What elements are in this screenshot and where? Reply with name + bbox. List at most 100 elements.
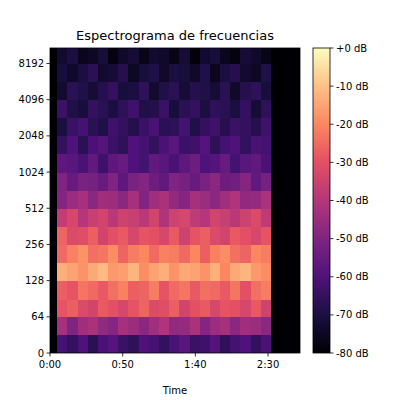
cell	[240, 100, 251, 119]
cell	[67, 136, 78, 155]
y-tick-label: 1024	[19, 167, 44, 178]
cell	[57, 82, 68, 101]
cell	[220, 190, 231, 209]
cell	[271, 263, 300, 282]
cell	[98, 244, 109, 263]
cell	[251, 335, 262, 353]
cell	[108, 335, 119, 353]
cell	[78, 281, 89, 300]
cell	[128, 208, 139, 227]
cell	[67, 154, 78, 173]
cell	[78, 263, 89, 282]
cell	[98, 335, 109, 353]
cell	[240, 136, 251, 155]
cell	[220, 335, 231, 353]
cell	[118, 100, 129, 119]
cell	[108, 190, 119, 209]
cell	[230, 226, 241, 245]
cell	[50, 263, 58, 282]
cell	[67, 208, 78, 227]
cell	[67, 172, 78, 191]
cell	[190, 317, 201, 336]
cell	[271, 136, 300, 155]
cell	[78, 118, 89, 137]
cell	[271, 100, 300, 119]
cell	[67, 317, 78, 336]
cell	[200, 299, 211, 317]
cell	[251, 208, 262, 227]
cell	[220, 226, 231, 245]
cell	[271, 317, 300, 336]
cell	[88, 317, 99, 336]
cell	[240, 335, 251, 353]
cell	[169, 226, 180, 245]
cell	[128, 100, 139, 119]
cell	[139, 136, 150, 155]
cell	[78, 154, 89, 173]
cell	[159, 226, 170, 245]
cell	[98, 299, 109, 317]
cell	[118, 48, 129, 64]
cell	[200, 154, 211, 173]
cell	[50, 208, 58, 227]
cell	[78, 226, 89, 245]
cell	[169, 335, 180, 353]
cell	[251, 317, 262, 336]
cell	[200, 208, 211, 227]
cell	[190, 172, 201, 191]
cell	[118, 118, 129, 137]
cell	[169, 281, 180, 300]
colorbar-tick	[330, 238, 334, 239]
cell	[240, 48, 251, 64]
cell	[169, 100, 180, 119]
cell	[50, 281, 58, 300]
y-tick	[47, 135, 51, 136]
cell	[240, 263, 251, 282]
cell	[261, 118, 272, 137]
cell	[128, 281, 139, 300]
cell	[159, 208, 170, 227]
cell	[200, 190, 211, 209]
cell	[261, 226, 272, 245]
cell	[200, 118, 211, 137]
cell	[220, 118, 231, 137]
cell	[57, 317, 68, 336]
cell	[78, 172, 89, 191]
cell	[179, 226, 190, 245]
cell	[50, 48, 58, 64]
cell	[190, 154, 201, 173]
cell	[98, 100, 109, 119]
x-tick	[122, 353, 123, 357]
cell	[190, 263, 201, 282]
cell	[271, 281, 300, 300]
cell	[251, 100, 262, 119]
cell	[200, 263, 211, 282]
cell	[88, 190, 99, 209]
cell	[179, 48, 190, 64]
cell	[149, 154, 160, 173]
cell	[50, 118, 58, 137]
cell	[190, 136, 201, 155]
cell	[88, 82, 99, 101]
cell	[57, 226, 68, 245]
cell	[210, 64, 221, 83]
colorbar-tick-label: -80 dB	[336, 348, 369, 359]
cell	[159, 64, 170, 83]
cell	[240, 190, 251, 209]
colorbar-tick	[330, 353, 334, 354]
cell	[179, 317, 190, 336]
cell	[271, 208, 300, 227]
cell	[261, 281, 272, 300]
cell	[98, 263, 109, 282]
cell	[67, 118, 78, 137]
cell	[210, 100, 221, 119]
cell	[251, 281, 262, 300]
colorbar-tick-label: +0 dB	[336, 43, 367, 54]
cell	[261, 299, 272, 317]
cell	[149, 136, 160, 155]
cell	[190, 226, 201, 245]
cell	[220, 154, 231, 173]
cell	[230, 263, 241, 282]
cell	[67, 48, 78, 64]
cell	[190, 208, 201, 227]
